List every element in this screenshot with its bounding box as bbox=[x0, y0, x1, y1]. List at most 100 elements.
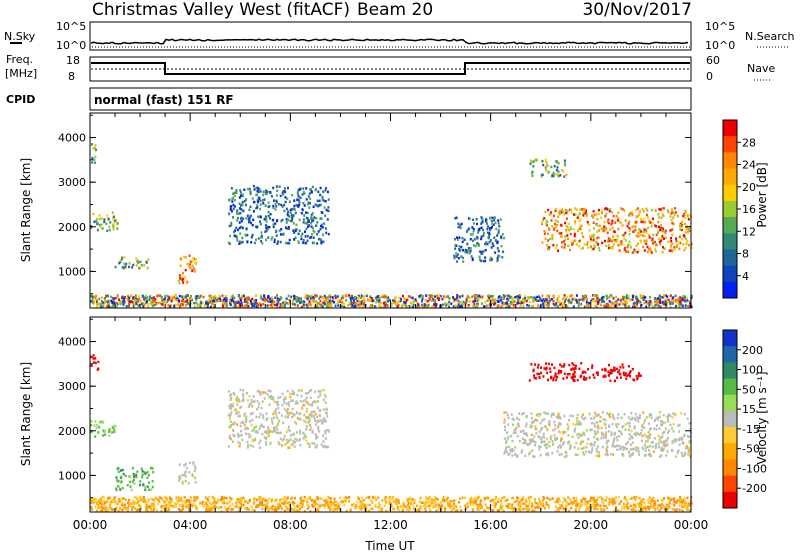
data-cell bbox=[580, 362, 582, 365]
data-cell bbox=[550, 415, 552, 418]
data-cell bbox=[625, 301, 627, 304]
data-cell bbox=[613, 239, 615, 242]
data-cell bbox=[513, 432, 515, 435]
data-cell bbox=[542, 174, 544, 177]
data-cell bbox=[550, 166, 552, 169]
data-cell bbox=[286, 221, 288, 224]
data-cell bbox=[271, 236, 273, 239]
data-cell bbox=[561, 453, 563, 456]
data-cell bbox=[273, 427, 275, 430]
data-cell bbox=[243, 189, 245, 192]
data-cell bbox=[498, 231, 500, 234]
data-cell bbox=[671, 449, 673, 452]
data-cell bbox=[642, 246, 644, 249]
data-cell bbox=[314, 391, 316, 394]
data-cell bbox=[254, 497, 256, 500]
data-cell bbox=[547, 233, 549, 236]
data-cell bbox=[460, 246, 462, 249]
data-cell bbox=[318, 230, 320, 233]
data-cell bbox=[682, 243, 684, 246]
data-cell bbox=[431, 296, 433, 299]
data-cell bbox=[241, 304, 243, 307]
data-cell bbox=[288, 404, 290, 407]
data-cell bbox=[659, 297, 661, 300]
data-cell bbox=[532, 420, 534, 423]
data-cell bbox=[178, 299, 180, 302]
data-cell bbox=[260, 297, 262, 300]
data-cell bbox=[615, 423, 617, 426]
data-cell bbox=[631, 453, 633, 456]
data-cell bbox=[638, 372, 640, 375]
data-cell bbox=[683, 249, 685, 252]
data-cell bbox=[112, 212, 114, 215]
data-cell bbox=[678, 437, 680, 440]
data-cell bbox=[308, 201, 310, 204]
data-cell bbox=[520, 430, 522, 433]
data-cell bbox=[618, 445, 620, 448]
data-cell bbox=[229, 225, 231, 228]
data-cell bbox=[559, 232, 561, 235]
data-cell bbox=[628, 429, 630, 432]
data-cell bbox=[581, 225, 583, 228]
data-cell bbox=[557, 220, 559, 223]
data-cell bbox=[284, 305, 286, 308]
data-cell bbox=[349, 302, 351, 305]
data-cell bbox=[521, 413, 523, 416]
data-cell bbox=[234, 305, 236, 308]
data-cell bbox=[594, 245, 596, 248]
data-cell bbox=[295, 230, 297, 233]
data-cell bbox=[122, 303, 124, 306]
data-cell bbox=[500, 296, 502, 299]
data-cell bbox=[275, 203, 277, 206]
data-cell bbox=[247, 399, 249, 402]
data-cell bbox=[317, 191, 319, 194]
data-cell bbox=[251, 405, 253, 408]
data-cell bbox=[598, 229, 600, 232]
data-cell bbox=[532, 305, 534, 308]
data-cell bbox=[150, 302, 152, 305]
data-cell bbox=[541, 440, 543, 443]
data-cell bbox=[314, 400, 316, 403]
data-cell bbox=[449, 506, 451, 509]
data-cell bbox=[684, 217, 686, 220]
data-cell bbox=[641, 221, 643, 224]
data-cell bbox=[512, 497, 514, 500]
data-cell bbox=[560, 439, 562, 442]
data-cell bbox=[99, 218, 101, 221]
data-cell bbox=[639, 417, 641, 420]
data-cell bbox=[604, 240, 606, 243]
data-cell bbox=[115, 297, 117, 300]
data-cell bbox=[649, 236, 651, 239]
data-cell bbox=[611, 431, 613, 434]
data-cell bbox=[574, 207, 576, 210]
data-cell bbox=[582, 413, 584, 416]
data-cell bbox=[261, 424, 263, 427]
data-cell bbox=[543, 305, 545, 308]
data-cell bbox=[320, 204, 322, 207]
data-cell bbox=[275, 408, 277, 411]
data-cell bbox=[136, 476, 138, 479]
data-cell bbox=[545, 412, 547, 415]
data-cell bbox=[144, 486, 146, 489]
data-cell bbox=[676, 246, 678, 249]
data-cell bbox=[513, 418, 515, 421]
data-cell bbox=[181, 296, 183, 299]
data-cell bbox=[270, 300, 272, 303]
data-cell bbox=[259, 501, 261, 504]
data-cell bbox=[436, 294, 438, 297]
data-cell bbox=[612, 453, 614, 456]
data-cell bbox=[312, 296, 314, 299]
data-cell bbox=[629, 229, 631, 232]
data-cell bbox=[247, 188, 249, 191]
data-cell bbox=[462, 295, 464, 298]
data-cell bbox=[594, 441, 596, 444]
data-cell bbox=[313, 300, 315, 303]
data-cell bbox=[503, 303, 505, 306]
data-cell bbox=[570, 368, 572, 371]
data-cell bbox=[616, 449, 618, 452]
data-cell bbox=[636, 378, 638, 381]
data-cell bbox=[631, 498, 633, 501]
data-cell bbox=[645, 440, 647, 443]
data-cell bbox=[486, 243, 488, 246]
data-cell bbox=[453, 305, 455, 308]
